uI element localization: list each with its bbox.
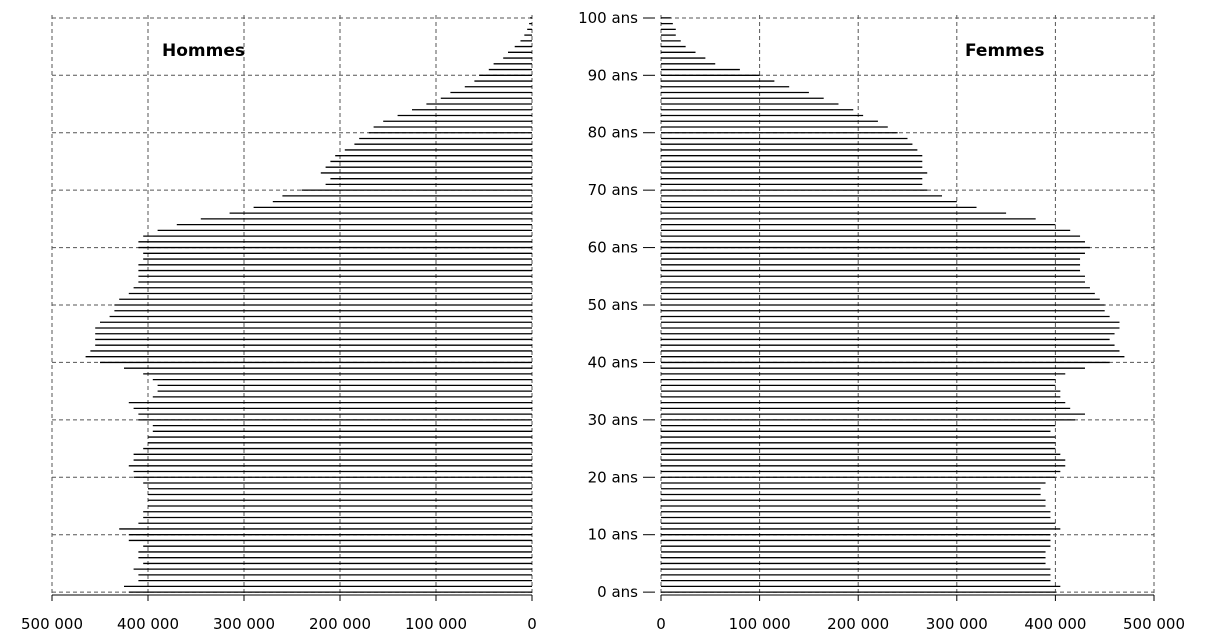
x-tick-label-hommes: 200 000 <box>309 615 371 633</box>
x-tick-label-hommes: 300 000 <box>213 615 275 633</box>
age-label: 0 ans <box>597 583 638 601</box>
bars-femmes <box>661 17 1125 593</box>
age-label: 20 ans <box>588 468 639 486</box>
x-tick-label-femmes: 200 000 <box>827 615 889 633</box>
x-tick-label-femmes: 400 000 <box>1024 615 1086 633</box>
age-label: 10 ans <box>588 526 639 544</box>
x-tick-label-hommes: 400 000 <box>117 615 179 633</box>
x-tick-label-hommes: 100 000 <box>405 615 467 633</box>
panel-title-hommes: Hommes <box>162 41 245 61</box>
x-tick-label-hommes: 500 000 <box>21 615 83 633</box>
axes <box>51 17 1155 601</box>
x-tick-label-femmes: 0 <box>656 615 666 633</box>
age-label: 60 ans <box>588 239 639 257</box>
age-label: 80 ans <box>588 124 639 142</box>
age-label: 100 ans <box>578 9 638 27</box>
x-tick-label-femmes: 500 000 <box>1123 615 1185 633</box>
age-label: 40 ans <box>588 353 639 371</box>
age-label: 30 ans <box>588 411 639 429</box>
labels: 500 000 400 000 300 000 200 000 100 000 0 0 100… <box>21 9 1185 633</box>
age-label: 90 ans <box>588 66 639 84</box>
bars-hommes <box>85 17 532 593</box>
x-tick-label-femmes: 300 000 <box>926 615 988 633</box>
age-label: 70 ans <box>588 181 639 199</box>
age-label: 50 ans <box>588 296 639 314</box>
x-tick-label-femmes: 100 000 <box>729 615 791 633</box>
panel-title-femmes: Femmes <box>965 41 1045 61</box>
x-tick-label-hommes: 0 <box>527 615 537 633</box>
